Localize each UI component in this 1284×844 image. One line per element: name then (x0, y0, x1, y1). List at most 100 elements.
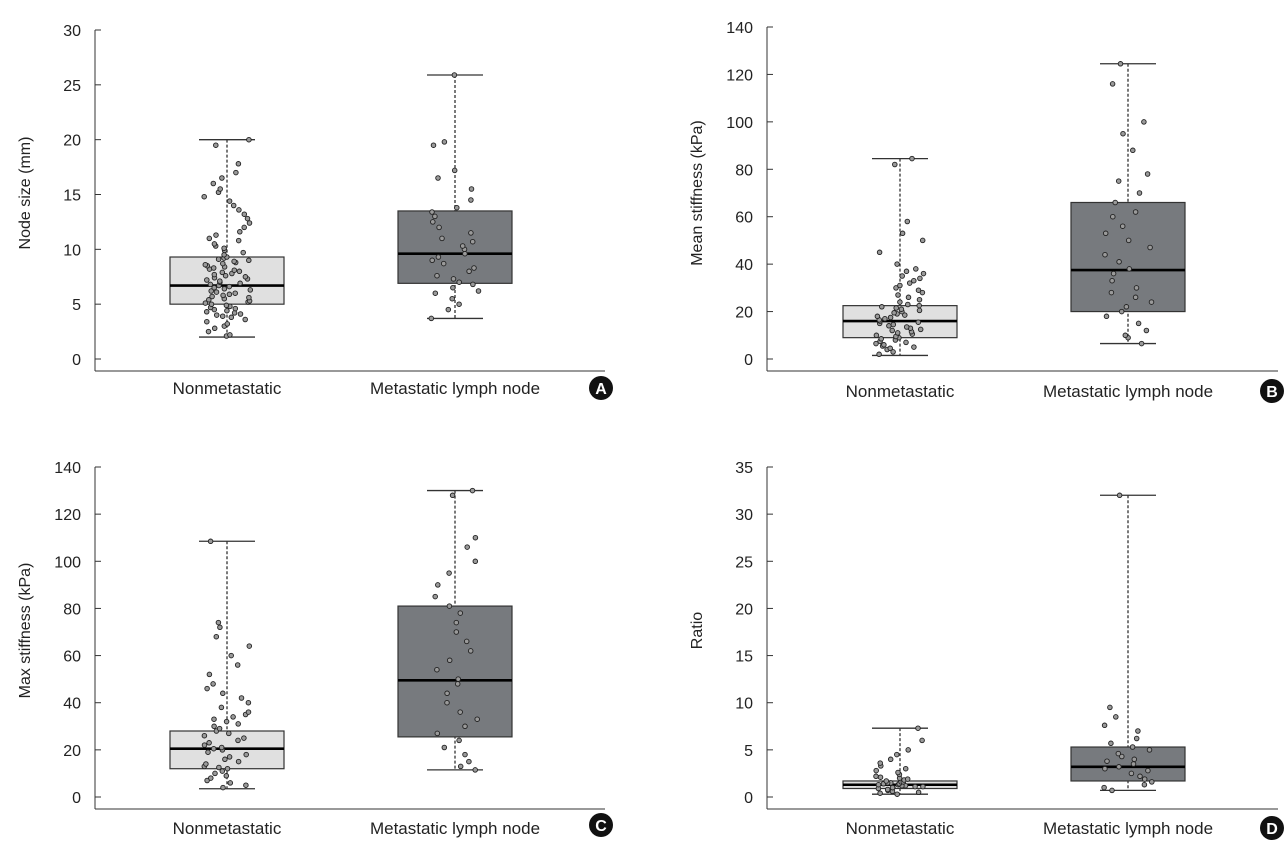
data-point (211, 271, 218, 278)
data-point (877, 774, 884, 780)
box-nonmetastatic (169, 136, 285, 339)
category-label: Metastatic lymph node (1043, 382, 1213, 401)
data-point (432, 593, 438, 600)
data-point (450, 284, 456, 291)
data-point (245, 709, 252, 715)
data-point (208, 288, 214, 294)
data-point (1133, 285, 1140, 291)
data-point (1117, 61, 1124, 67)
data-point (1110, 270, 1117, 277)
panel-b: 0 20 40 60 80 100 120 140 Mean stiffness (kPa) No… (689, 20, 1284, 403)
data-point (1115, 750, 1122, 757)
y-tick-label: 20 (63, 743, 81, 760)
data-point (210, 265, 217, 271)
panel-badge-circle (1260, 816, 1284, 840)
data-point (246, 294, 252, 301)
data-point (1108, 289, 1115, 296)
data-point (231, 310, 238, 316)
y-axis-label: Mean stiffness (kPa) (689, 120, 706, 266)
data-point (893, 305, 899, 311)
data-point (876, 249, 883, 256)
data-point (902, 312, 908, 318)
box-metastatic (397, 72, 513, 322)
data-point (1108, 740, 1114, 747)
data-point (243, 782, 249, 788)
data-point (915, 725, 921, 731)
data-point (434, 730, 441, 737)
y-tick-label: 30 (735, 507, 753, 524)
data-point (216, 764, 222, 771)
data-point (444, 699, 450, 706)
data-point (1103, 313, 1110, 320)
y-tick-label: 100 (54, 554, 81, 571)
y-axis-label: Max stiffness (kPa) (17, 563, 34, 699)
data-point (915, 789, 922, 796)
panel-badge: D (1260, 816, 1284, 840)
data-point (1109, 81, 1116, 87)
data-point (228, 652, 234, 659)
data-point (435, 254, 442, 260)
data-point (223, 302, 230, 309)
data-point (455, 676, 461, 682)
data-point (232, 290, 238, 296)
data-point (201, 193, 207, 200)
data-point (889, 327, 895, 334)
data-point (450, 276, 457, 282)
data-point (462, 250, 468, 257)
data-point (226, 754, 233, 760)
data-point (204, 277, 210, 283)
data-point (207, 538, 214, 545)
data-point (226, 730, 232, 737)
data-point (902, 765, 909, 772)
category-label: Nonmetastatic (846, 382, 955, 401)
data-point (911, 277, 917, 284)
data-point (1141, 781, 1148, 788)
data-point (217, 624, 223, 631)
data-point (1148, 299, 1155, 305)
data-point (237, 311, 244, 317)
data-point (228, 314, 235, 321)
panel-badge-letter: C (595, 818, 607, 835)
data-point (1119, 753, 1125, 760)
data-point (428, 315, 435, 322)
data-point (226, 198, 233, 204)
data-point (1132, 209, 1139, 215)
y-tick-label: 120 (54, 507, 81, 524)
y-tick-label: 25 (63, 78, 81, 95)
data-point (874, 313, 881, 320)
data-point (1123, 304, 1130, 310)
iqr-box (169, 256, 285, 305)
data-point (216, 725, 223, 732)
y-tick-label: 15 (735, 649, 753, 666)
data-point (224, 765, 231, 772)
data-point (222, 756, 228, 763)
data-point (440, 260, 447, 267)
data-point (883, 778, 890, 784)
panel-d: 0 5 10 15 20 25 30 35 Ratio Nonmetastatic Metastat… (689, 460, 1284, 840)
data-point (221, 252, 227, 258)
data-point (238, 695, 245, 701)
data-point (892, 161, 898, 168)
data-point (919, 289, 926, 296)
data-point (1102, 230, 1109, 237)
category-label: Metastatic lymph node (370, 819, 540, 838)
data-point (474, 716, 480, 722)
data-point (884, 786, 891, 793)
data-point (1115, 178, 1122, 184)
data-point (201, 742, 208, 748)
data-point (876, 351, 882, 358)
data-point (213, 142, 219, 148)
data-point (215, 619, 222, 626)
iqr-box (397, 605, 513, 738)
data-point (889, 784, 896, 791)
data-point (1130, 147, 1136, 154)
data-point (244, 215, 251, 222)
data-point (211, 284, 217, 291)
y-tick-label: 15 (63, 188, 81, 205)
data-point (236, 268, 243, 275)
data-point (213, 633, 220, 640)
data-point (1144, 171, 1151, 177)
data-point (894, 791, 900, 797)
data-point (233, 169, 239, 176)
data-point (917, 326, 924, 333)
